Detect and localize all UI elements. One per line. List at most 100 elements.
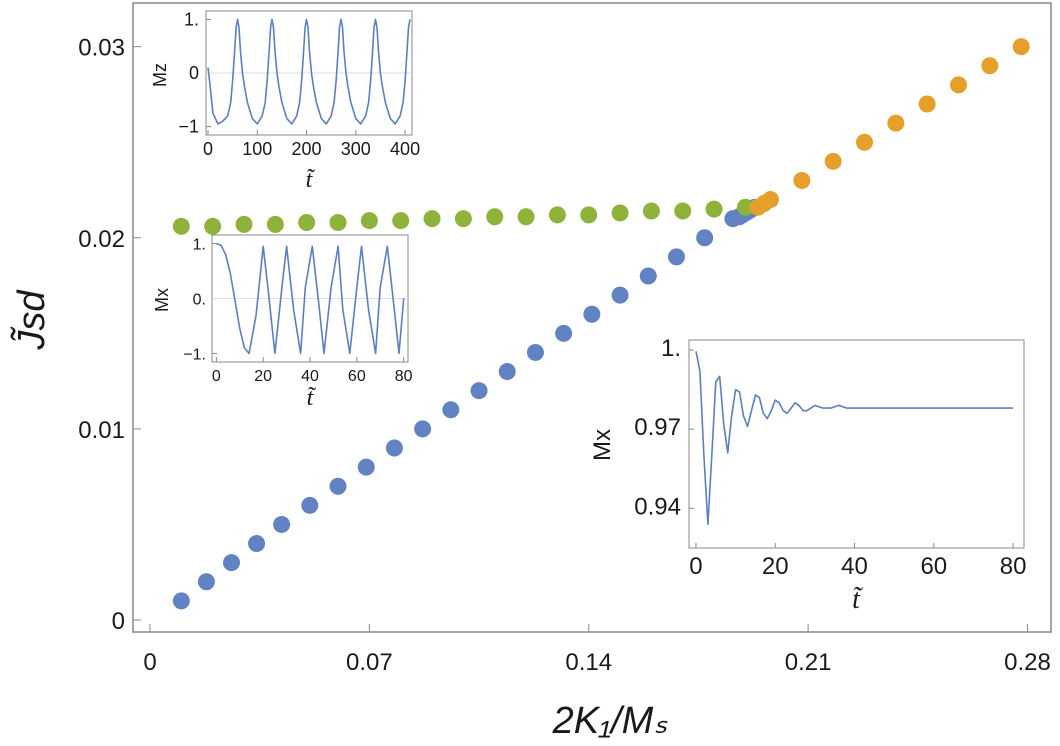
blue-series-point (555, 324, 573, 342)
main-x-axis-label: 2K₁/Mₛ (552, 700, 669, 742)
blue-series-point (301, 496, 319, 514)
inset2-line (216, 242, 405, 355)
inset2-x-tick-label: 0 (212, 368, 221, 385)
green-series-point (674, 202, 692, 220)
main-ticks: 0 0.07 0.14 0.21 0.28 0 0.01 0.02 0.03 (78, 35, 1051, 676)
main-y-tick-label: 0 (112, 608, 125, 635)
inset3-x-tick-label: 20 (762, 553, 789, 580)
blue-series-point (357, 458, 375, 476)
inset1-y-tick-label: −1 (178, 117, 199, 137)
main-plot-axes (132, 2, 1052, 633)
inset1-y-tick-label: 1. (184, 9, 199, 29)
inset-mz-panel: 0 100 200 300 400−101. Mz t̃ (150, 9, 420, 193)
blue-series-point (526, 343, 544, 361)
inset2-x-tick-label: 40 (301, 368, 319, 385)
inset2-y-tick-label: −1. (183, 346, 206, 363)
blue-series-point (611, 286, 629, 304)
inset-mz-x-label: t̃ (306, 167, 316, 193)
green-series-point (486, 208, 504, 226)
orange-series-point (887, 114, 905, 132)
main-x-tick-label: 0.07 (346, 649, 393, 676)
blue-series-point (248, 535, 266, 553)
green-series-point (580, 206, 598, 224)
inset-mx-damped-ticks: 0 20 40 60 80 0.94 0.97 1. (634, 335, 1026, 580)
green-series-point (736, 198, 754, 216)
main-y-tick-label: 0.01 (78, 417, 125, 444)
orange-series-point (918, 95, 936, 113)
inset-mx-oscillation-y-label: Mx (152, 288, 172, 312)
blue-series-point (583, 305, 601, 323)
green-series-point (517, 208, 535, 226)
blue-series-point (385, 439, 403, 457)
orange-series-point (856, 133, 874, 151)
blue-series-point (329, 477, 347, 495)
inset3-x-tick-label: 40 (841, 553, 868, 580)
main-y-axis-label: J̃sd (10, 289, 53, 351)
blue-series-point (273, 515, 291, 533)
main-x-tick-label: 0.14 (565, 649, 612, 676)
blue-series-point (470, 382, 488, 400)
inset-mz-ticks: 0 100 200 300 400−101. (178, 9, 420, 159)
blue-series-point (442, 401, 460, 419)
blue-series-point (696, 229, 714, 247)
green-series-point (642, 202, 660, 220)
main-y-tick-label: 0.03 (78, 35, 125, 62)
green-series-point (360, 212, 378, 230)
blue-series-point (222, 554, 240, 572)
green-series-point (204, 217, 222, 235)
inset2-x-tick-label: 60 (348, 368, 366, 385)
inset-mz-curve (206, 18, 412, 125)
inset1-x-tick-label: 300 (341, 139, 371, 159)
green-series-point (705, 200, 723, 218)
inset3-y-tick-label: 0.97 (634, 414, 681, 441)
inset-mx-oscillation-ticks: 0 20 40 60 80 −1. 0. 1. (183, 237, 412, 385)
inset-mx-damped-curve (695, 351, 1014, 525)
inset2-y-tick-label: 0. (193, 292, 206, 309)
blue-series-point (172, 592, 190, 610)
main-x-tick-label: 0 (143, 649, 156, 676)
main-x-tick-label: 0.28 (1004, 649, 1051, 676)
orange-series-point (1012, 38, 1030, 56)
orange-series-point (793, 171, 811, 189)
green-series-point (298, 213, 316, 231)
inset1-x-tick-label: 0 (203, 139, 213, 159)
orange-series-point (824, 152, 842, 170)
green-series-point (611, 204, 629, 222)
inset3-x-tick-label: 0 (689, 553, 702, 580)
main-data-points (172, 38, 1030, 610)
green-series-point (329, 213, 347, 231)
inset-mx-damped-frame (688, 339, 1025, 549)
orange-series-point (950, 76, 968, 94)
inset-mx-oscillation-panel: 0 20 40 60 80 −1. 0. 1. Mx t̃ (152, 234, 413, 411)
orange-series-point (761, 191, 779, 209)
blue-series-point (667, 248, 685, 266)
inset3-x-tick-label: 80 (1000, 553, 1027, 580)
inset-mx-damped-x-label: t̃ (852, 584, 864, 615)
green-series-point (454, 210, 472, 228)
main-y-tick-label: 0.02 (78, 226, 125, 253)
inset-mx-oscillation-curve (212, 242, 408, 355)
blue-series-point (639, 267, 657, 285)
blue-series-point (414, 420, 432, 438)
inset1-x-tick-label: 200 (292, 139, 322, 159)
inset3-line (695, 351, 1014, 525)
inset-mx-damped-y-label: Mx (589, 429, 616, 461)
inset3-x-tick-label: 60 (920, 553, 947, 580)
orange-series-point (981, 57, 999, 75)
green-series-point (392, 212, 410, 230)
blue-series-point (197, 573, 215, 591)
inset-mz-y-label: Mz (150, 63, 170, 87)
inset2-y-tick-label: 1. (193, 237, 206, 254)
green-series-point (266, 215, 284, 233)
inset-mx-oscillation-x-label: t̃ (307, 385, 317, 411)
inset1-x-tick-label: 400 (390, 139, 420, 159)
inset1-line (207, 18, 411, 125)
inset-mx-damped-panel: 0 20 40 60 80 0.94 0.97 1. Mx t̃ (589, 335, 1026, 615)
green-series-point (172, 217, 190, 235)
green-series-point (548, 206, 566, 224)
inset1-x-tick-label: 100 (242, 139, 272, 159)
inset3-y-tick-label: 1. (661, 335, 681, 362)
inset2-x-tick-label: 20 (254, 368, 272, 385)
green-series-point (423, 210, 441, 228)
